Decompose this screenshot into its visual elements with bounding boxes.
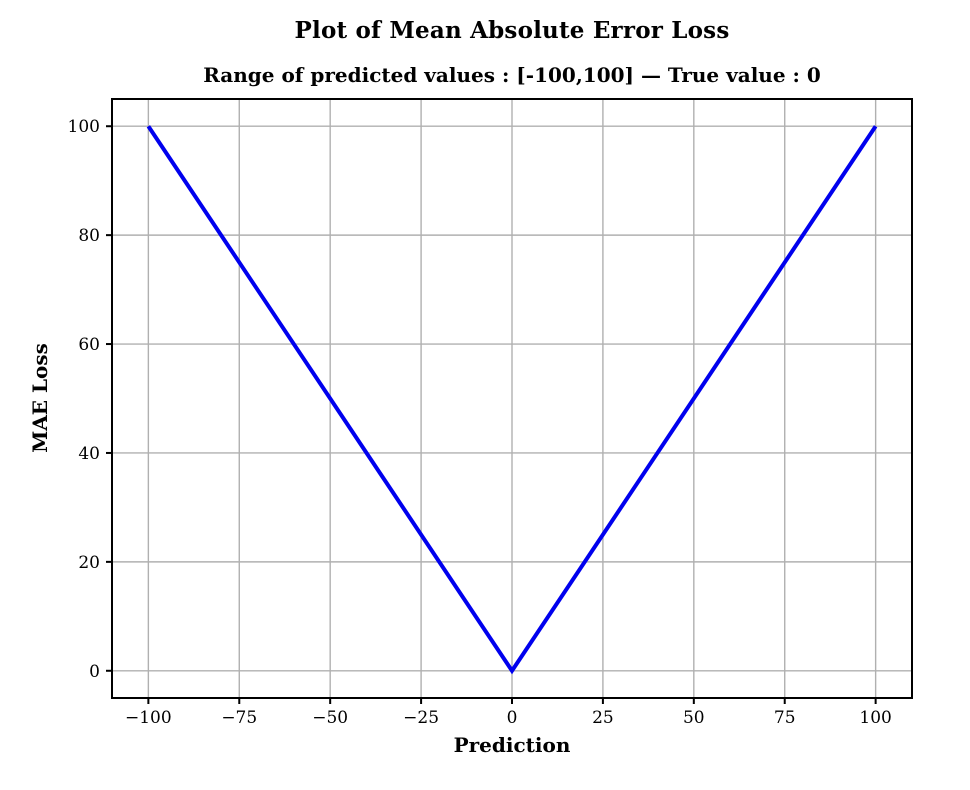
x-tick-label: −50 [312,708,348,728]
mae-loss-line [146,125,878,675]
y-tick-label: 100 [68,117,100,137]
y-tick-label: 20 [78,553,100,573]
y-tick-label: 0 [89,662,100,682]
x-tick-label: −100 [125,708,172,728]
y-tick-label: 40 [78,444,100,464]
chart-subtitle: Range of predicted values : [-100,100] —… [203,63,821,87]
x-tick-label: 75 [774,708,796,728]
x-tick-label: 25 [592,708,614,728]
y-axis-label: MAE Loss [28,343,52,453]
x-tick-label: 100 [859,708,891,728]
x-axis-label: Prediction [453,733,571,757]
x-tick-label: −25 [403,708,439,728]
chart-title: Plot of Mean Absolute Error Loss [294,17,730,44]
y-tick-label: 60 [78,335,100,355]
x-tick-label: −75 [221,708,257,728]
x-tick-label: 50 [683,708,705,728]
y-tick-label: 80 [78,226,100,246]
x-tick-label: 0 [507,708,518,728]
